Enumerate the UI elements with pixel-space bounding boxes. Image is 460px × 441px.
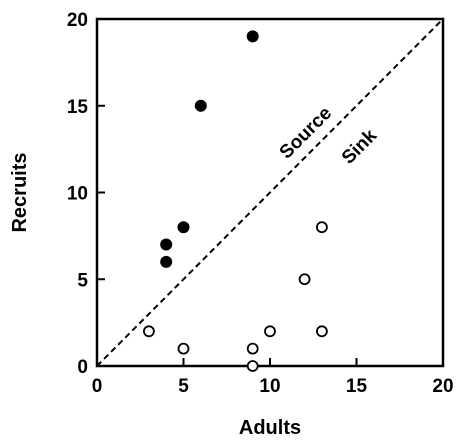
x-tick-label-20: 20 bbox=[432, 376, 453, 397]
annotation-sink: Sink bbox=[338, 125, 382, 169]
y-tick-label-15: 15 bbox=[67, 97, 89, 118]
open-point-6 bbox=[315, 221, 328, 234]
x-tick-label-10: 10 bbox=[259, 376, 280, 397]
filled-point-2 bbox=[177, 221, 190, 234]
y-tick-label-10: 10 bbox=[67, 184, 88, 205]
y-axis: 0 5 10 15 20 bbox=[67, 10, 105, 378]
x-tick-label-0: 0 bbox=[92, 376, 103, 397]
open-point-4 bbox=[264, 325, 276, 338]
x-tick-label-5: 5 bbox=[178, 376, 189, 397]
y-axis-title: Recruits bbox=[9, 152, 31, 232]
data-points bbox=[142, 30, 328, 372]
annotations: Source Sink bbox=[276, 103, 382, 169]
filled-point-0 bbox=[160, 255, 173, 268]
y-tick-label-5: 5 bbox=[77, 270, 88, 291]
x-axis-title: Adults bbox=[239, 417, 301, 439]
open-point-0 bbox=[142, 325, 155, 338]
open-point-5 bbox=[298, 273, 311, 286]
filled-point-4 bbox=[246, 30, 259, 43]
x-tick-label-15: 15 bbox=[346, 376, 368, 397]
open-point-3 bbox=[246, 360, 259, 372]
open-point-7 bbox=[315, 325, 328, 338]
y-tick-label-0: 0 bbox=[77, 357, 88, 378]
open-point-1 bbox=[177, 342, 190, 355]
annotation-source: Source bbox=[276, 103, 336, 163]
dashed-reference-line bbox=[96, 18, 444, 367]
reference-line-group bbox=[96, 18, 444, 367]
y-tick-label-20: 20 bbox=[67, 10, 88, 31]
open-point-2 bbox=[246, 342, 259, 355]
filled-point-1 bbox=[160, 238, 173, 251]
filled-point-3 bbox=[194, 99, 207, 112]
x-axis: 0 5 10 15 20 bbox=[92, 358, 454, 397]
